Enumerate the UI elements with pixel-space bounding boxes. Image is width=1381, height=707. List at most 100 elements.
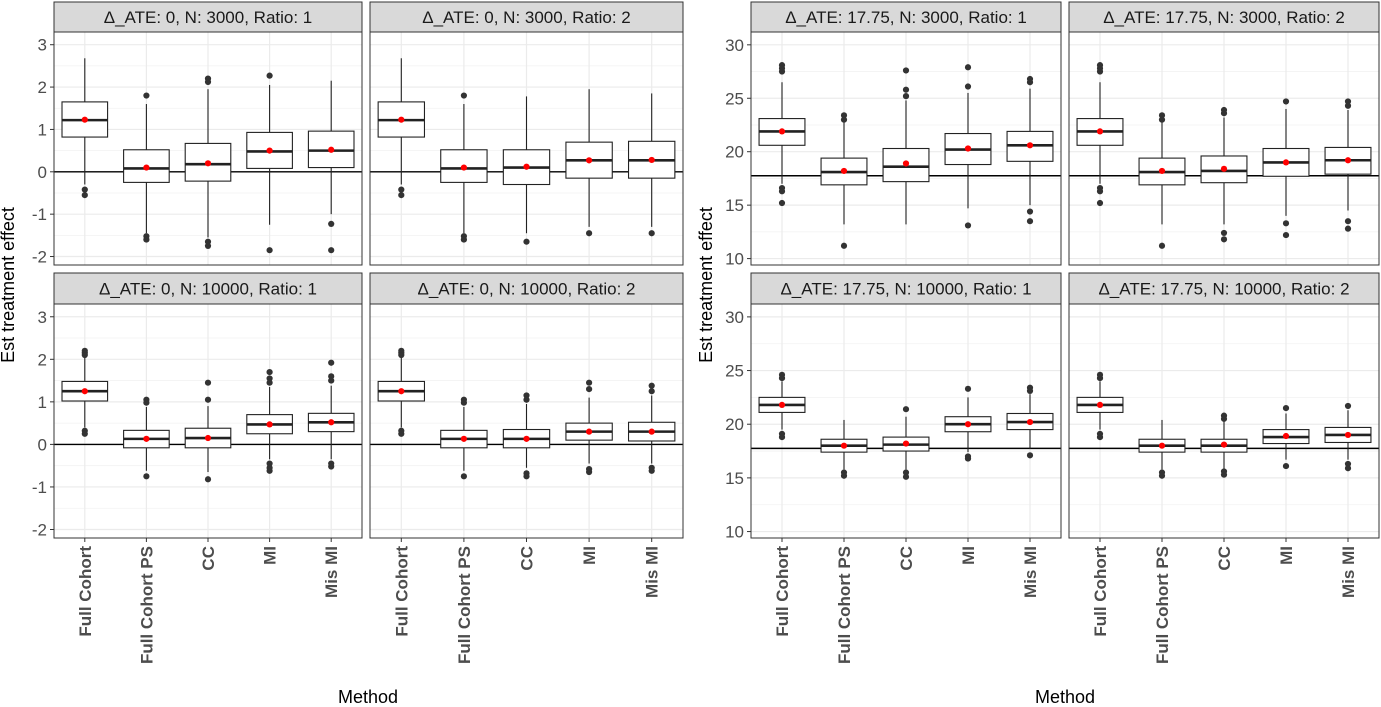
outlier-point <box>81 186 88 193</box>
mean-point <box>328 419 335 426</box>
outlier-point <box>328 373 335 380</box>
outlier-point <box>398 430 405 437</box>
y-tick-label: 1 <box>38 120 47 139</box>
mean-point <box>204 434 212 442</box>
box-cc <box>882 67 930 225</box>
y-tick-label: 30 <box>725 36 744 55</box>
mean-point <box>840 167 848 175</box>
y-tick-label: 25 <box>725 362 744 381</box>
y-tick-label: 20 <box>725 143 744 162</box>
outlier-point <box>143 92 150 99</box>
y-tick-label: 3 <box>38 36 47 55</box>
outlier-point <box>902 86 910 93</box>
outlier-point <box>460 399 467 406</box>
box-full-cohort <box>61 347 109 437</box>
strip-background <box>750 1 1062 33</box>
outlier-point <box>902 67 910 74</box>
x-tick-label: CC <box>199 546 218 571</box>
mean-point <box>1282 432 1290 440</box>
mean-point <box>266 147 273 154</box>
strip-label: Δ_ATE: 0, N: 3000, Ratio: 2 <box>422 8 631 27</box>
outlier-point <box>1220 229 1228 237</box>
y-tick-label: 20 <box>725 415 744 434</box>
strip-label: Δ_ATE: 0, N: 10000, Ratio: 1 <box>99 280 317 299</box>
outlier-point <box>778 374 786 382</box>
box-mi <box>1262 98 1310 239</box>
box-full-cohort <box>1076 371 1124 441</box>
mean-point <box>1026 142 1034 149</box>
box-mis-mi <box>1324 98 1372 232</box>
box-cc <box>502 392 551 480</box>
outlier-point <box>840 112 848 119</box>
box-mi <box>944 385 992 462</box>
outlier-point <box>460 92 467 99</box>
outlier-point <box>266 375 273 382</box>
strip-background <box>369 272 684 305</box>
box-mis-mi <box>1006 75 1054 225</box>
chart-2: Δ_ATE: 17.75, N: 3000, Ratio: 1 10 15 20 25 3… <box>696 1 1380 707</box>
mean-point <box>1220 165 1228 172</box>
box-full-cohort <box>377 58 426 199</box>
mean-point <box>1158 167 1166 175</box>
strip-background <box>53 1 363 33</box>
mean-point <box>398 116 405 123</box>
outlier-point <box>648 382 655 389</box>
outlier-point <box>204 238 212 245</box>
outlier-point <box>1096 374 1104 382</box>
mean-point <box>1344 431 1352 439</box>
outlier-point <box>648 388 655 395</box>
y-tick-label: 15 <box>725 469 744 488</box>
box-cc <box>184 379 232 483</box>
outlier-point <box>964 83 972 90</box>
panel: Δ_ATE: 0, N: 10000, Ratio: 1 -2 -1 0 1 2 3 Full… <box>32 272 363 664</box>
mean-point <box>648 428 655 435</box>
outlier-point <box>328 377 335 384</box>
outlier-point <box>902 93 910 100</box>
outlier-point <box>328 359 335 366</box>
x-tick-label: MI <box>580 546 599 565</box>
outlier-point <box>964 222 972 229</box>
mean-point <box>902 440 910 447</box>
outlier-point <box>266 247 273 254</box>
outlier-point <box>266 368 273 376</box>
box-mi <box>246 72 293 254</box>
outlier-point <box>1344 98 1352 105</box>
y-tick-label: -2 <box>32 520 47 539</box>
outlier-point <box>1282 405 1290 412</box>
outlier-point <box>1282 98 1290 105</box>
outlier-point <box>204 476 212 483</box>
box-full-cohort-ps <box>1138 419 1186 479</box>
x-tick-label: Full Cohort PS <box>835 546 854 664</box>
strip-background <box>369 1 684 33</box>
box-cc <box>1200 106 1248 243</box>
panel: Δ_ATE: 17.75, N: 10000, Ratio: 1 10 15 20 25… <box>725 272 1062 664</box>
outlier-point <box>266 72 273 79</box>
outlier-point <box>586 230 593 237</box>
strip-label: Δ_ATE: 0, N: 10000, Ratio: 2 <box>418 280 636 299</box>
mean-point <box>1096 128 1104 135</box>
outlier-point <box>1282 220 1290 227</box>
outlier-point <box>81 192 88 199</box>
mean-point <box>523 435 530 442</box>
strip-label: Δ_ATE: 17.75, N: 10000, Ratio: 1 <box>780 280 1031 299</box>
mean-point <box>1096 401 1104 408</box>
outlier-point <box>1026 208 1034 215</box>
box-mis-mi <box>307 80 355 254</box>
y-tick-label: 0 <box>38 435 47 454</box>
outlier-point <box>902 469 910 476</box>
mean-point <box>964 421 972 428</box>
y-tick-label: 10 <box>725 523 744 542</box>
box-cc <box>1200 412 1248 478</box>
outlier-point <box>1026 79 1034 86</box>
outlier-point <box>204 78 212 86</box>
x-tick-label: CC <box>1215 546 1234 571</box>
mean-point <box>81 116 88 123</box>
outlier-point <box>460 236 467 243</box>
outlier-point <box>778 188 786 195</box>
mean-point <box>586 157 593 164</box>
x-tick-label: Mis MI <box>1021 546 1040 598</box>
box-mis-mi <box>1006 384 1054 459</box>
outlier-point <box>648 467 655 474</box>
box-full-cohort <box>377 347 426 437</box>
